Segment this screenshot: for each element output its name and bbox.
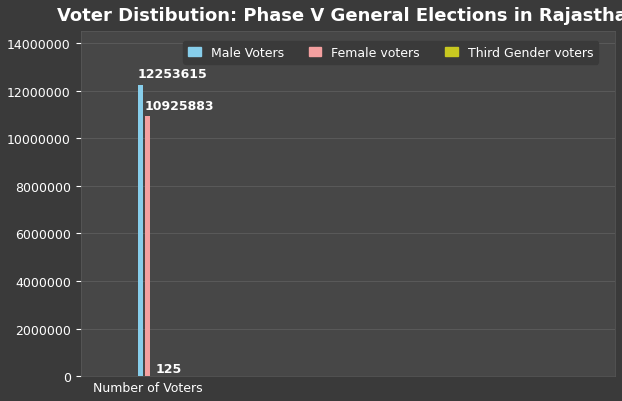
Text: 10925883: 10925883 — [145, 99, 214, 113]
Legend: Male Voters, Female voters, Third Gender voters: Male Voters, Female voters, Third Gender… — [183, 42, 598, 65]
Text: 12253615: 12253615 — [138, 68, 208, 81]
Title: Voter Distibution: Phase V General Elections in Rajasthan: Voter Distibution: Phase V General Elect… — [57, 7, 622, 25]
Bar — [145, 117, 150, 376]
Text: 125: 125 — [156, 362, 182, 375]
Bar — [138, 85, 143, 376]
